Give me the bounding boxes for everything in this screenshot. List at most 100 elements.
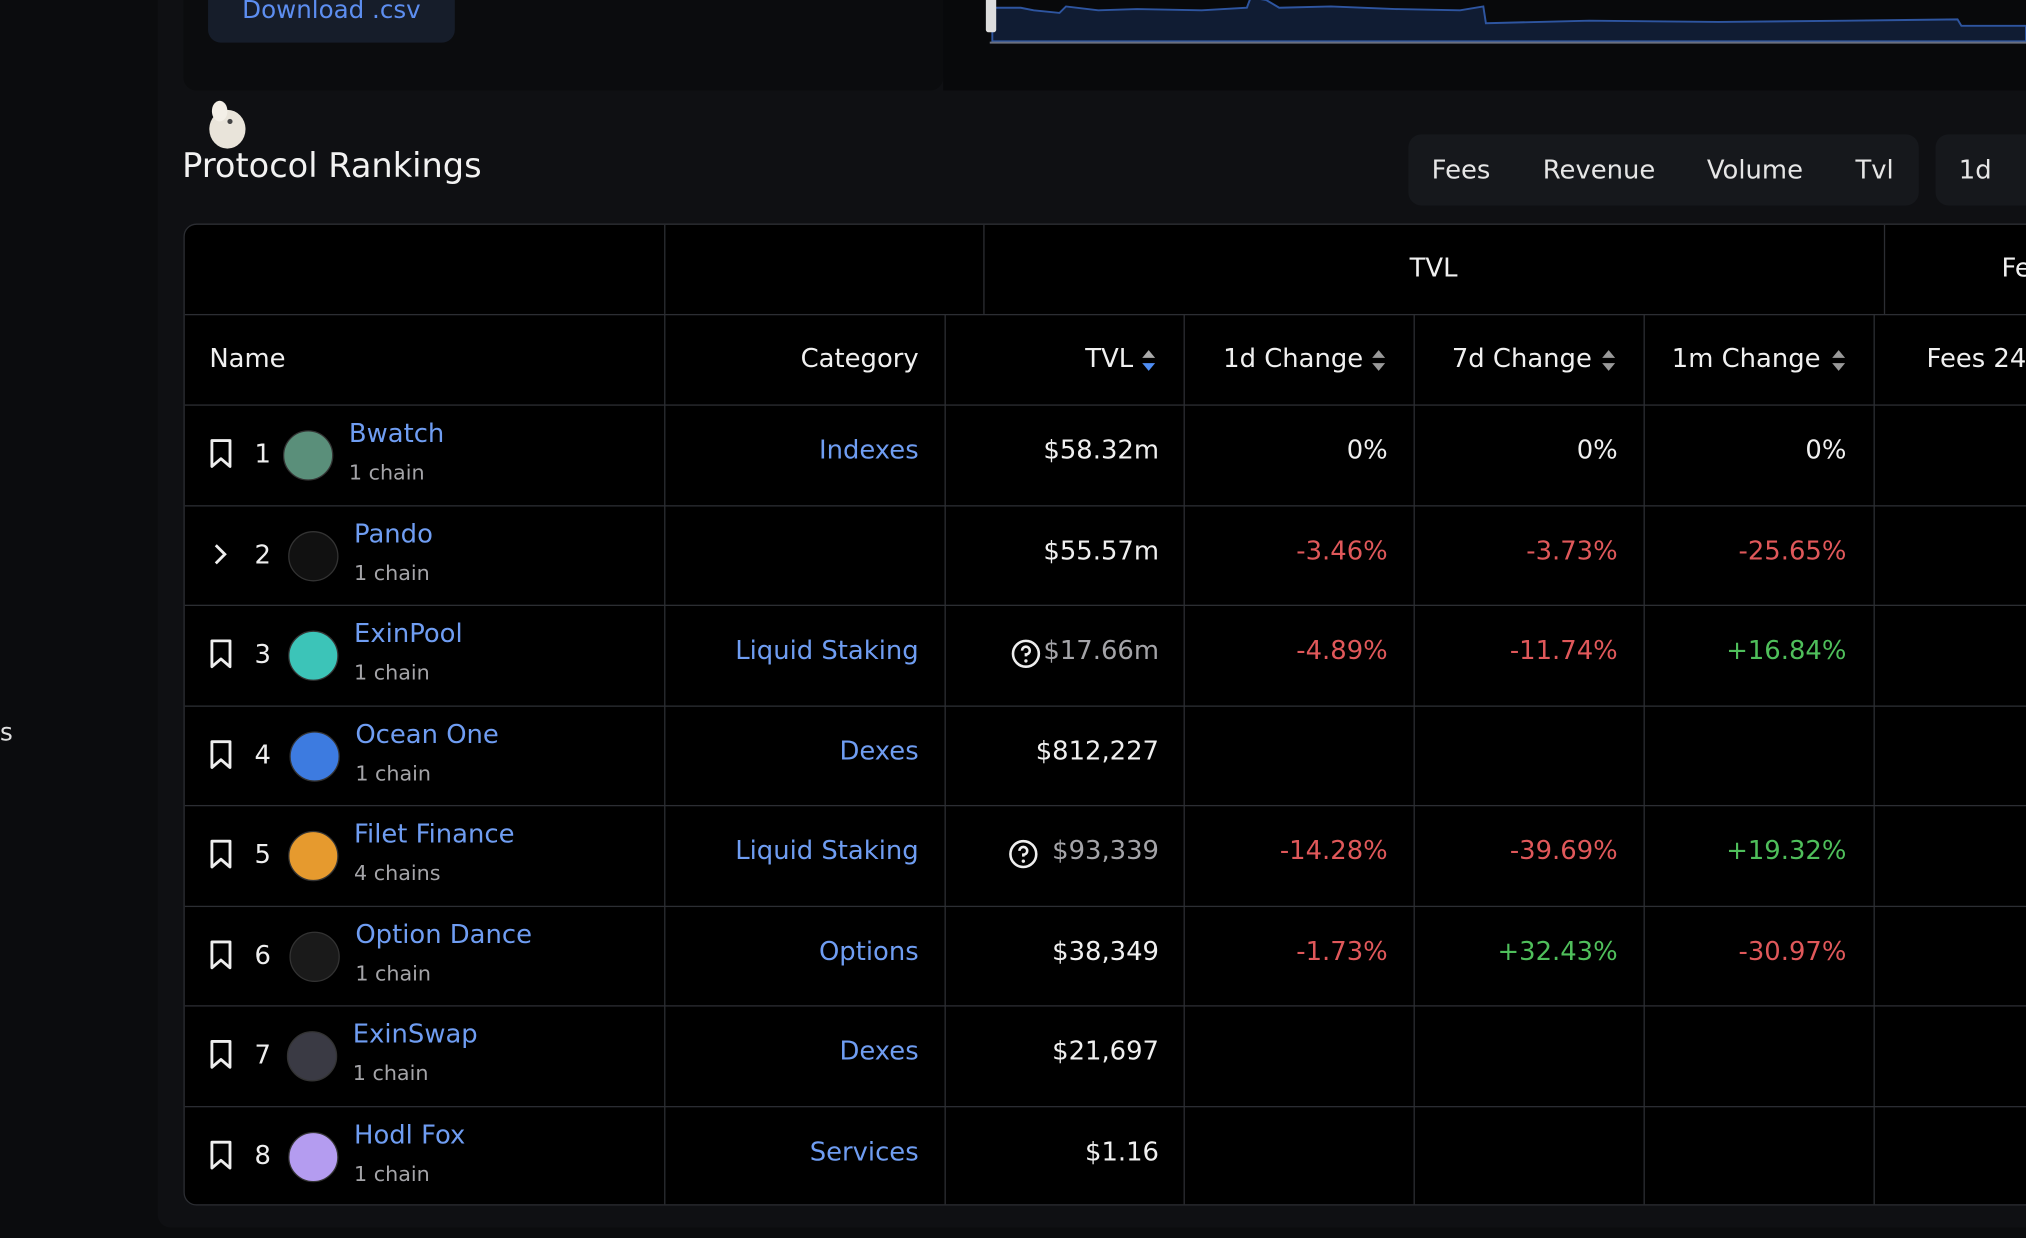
protocol-name[interactable]: Ocean One xyxy=(355,717,499,749)
tab[interactable]: Fees xyxy=(1431,153,1491,185)
rank: 5 xyxy=(254,838,271,870)
category[interactable]: Liquid Staking xyxy=(735,634,919,666)
expand-icon[interactable] xyxy=(208,538,234,569)
protocol-name[interactable]: Filet Finance xyxy=(354,817,515,849)
bookmark-icon[interactable] xyxy=(208,1139,234,1170)
tvl: $21,697 xyxy=(1052,1034,1160,1066)
category[interactable]: Indexes xyxy=(818,434,919,466)
divider xyxy=(1883,224,1886,314)
tab[interactable]: Tvl xyxy=(1855,153,1894,185)
category[interactable]: Options xyxy=(818,934,919,966)
tvl: $58.32m xyxy=(1043,434,1160,466)
tab[interactable]: 1d xyxy=(1958,153,1992,185)
bookmark-icon[interactable] xyxy=(208,1039,234,1070)
group-header: TVL xyxy=(1409,251,1458,283)
sort-icon[interactable] xyxy=(1831,349,1847,372)
column-header: Name xyxy=(209,342,286,374)
tab[interactable]: Volume xyxy=(1706,153,1803,185)
protocol-logo xyxy=(286,1031,338,1082)
sparkline xyxy=(985,0,2026,44)
rank: 6 xyxy=(254,938,271,970)
change: 0% xyxy=(1805,434,1847,466)
chart-area xyxy=(943,0,2026,91)
change: -30.97% xyxy=(1738,934,1847,966)
category[interactable]: Services xyxy=(809,1135,919,1167)
download-button[interactable]: Download .csv xyxy=(208,0,455,43)
rank: 4 xyxy=(254,738,271,770)
divider xyxy=(664,313,666,1205)
change: 0% xyxy=(1346,434,1388,466)
bookmark-icon[interactable] xyxy=(208,638,234,669)
divider xyxy=(1873,313,1875,1205)
change: +19.32% xyxy=(1726,834,1847,866)
info-icon[interactable] xyxy=(1010,638,1044,672)
info-icon[interactable] xyxy=(1008,839,1042,873)
rank: 1 xyxy=(254,438,271,470)
protocol-logo xyxy=(282,430,334,481)
change: +32.43% xyxy=(1497,934,1618,966)
column-header: Category xyxy=(800,342,919,374)
chain-count: 1 chain xyxy=(355,960,432,986)
chain-count: 1 chain xyxy=(352,1060,429,1086)
change: -39.69% xyxy=(1509,834,1618,866)
column-header[interactable]: 7d Change xyxy=(1451,342,1592,374)
tvl: $38,349 xyxy=(1052,934,1160,966)
protocol-name[interactable]: Option Dance xyxy=(355,918,533,950)
group-header: Fe xyxy=(2001,251,2026,283)
section-title: Protocol Rankings xyxy=(182,147,482,187)
column-header: Fees 24 xyxy=(1926,342,2026,374)
chain-count: 1 chain xyxy=(354,1160,430,1186)
change: -25.65% xyxy=(1738,534,1847,566)
bookmark-icon[interactable] xyxy=(208,839,234,870)
protocol-name[interactable]: Pando xyxy=(354,517,433,549)
bookmark-icon[interactable] xyxy=(208,438,234,469)
rank: 3 xyxy=(254,638,271,670)
chain-count: 1 chain xyxy=(354,560,430,585)
tab[interactable]: Revenue xyxy=(1542,153,1656,185)
tvl: $17.66m xyxy=(1043,634,1160,666)
protocol-name[interactable]: Bwatch xyxy=(348,417,445,449)
category[interactable]: Liquid Staking xyxy=(735,834,919,866)
column-header[interactable]: 1d Change xyxy=(1223,342,1364,374)
rank: 7 xyxy=(254,1038,271,1070)
column-header[interactable]: TVL xyxy=(1085,342,1134,374)
divider xyxy=(184,1005,2026,1007)
rank: 2 xyxy=(254,538,271,570)
column-header[interactable]: 1m Change xyxy=(1671,342,1821,374)
sidebar-text: s xyxy=(0,718,13,747)
change: -3.73% xyxy=(1526,534,1618,566)
change: -11.74% xyxy=(1509,634,1618,666)
protocol-name[interactable]: Hodl Fox xyxy=(354,1118,466,1150)
protocol-logo xyxy=(288,530,339,581)
divider xyxy=(184,313,2026,316)
change: +16.84% xyxy=(1726,634,1847,666)
protocol-name[interactable]: ExinPool xyxy=(354,617,463,649)
change: 0% xyxy=(1576,434,1618,466)
protocol-name[interactable]: ExinSwap xyxy=(352,1018,478,1050)
protocol-logo xyxy=(288,630,339,681)
sort-icon[interactable] xyxy=(1601,349,1617,372)
chain-count: 1 chain xyxy=(355,760,432,785)
divider xyxy=(1183,313,1185,1205)
category[interactable]: Dexes xyxy=(839,734,919,766)
metric-tabs: Fees Revenue Volume Tvl xyxy=(1408,134,1919,206)
change: -4.89% xyxy=(1296,634,1388,666)
rankings-table: TVL Fe Name Category TVL 1d Change 7d Change 1m… xyxy=(183,223,2026,1206)
sort-icon[interactable] xyxy=(1371,349,1387,372)
divider xyxy=(184,404,2026,406)
divider xyxy=(184,504,2026,506)
tvl: $1.16 xyxy=(1085,1135,1160,1167)
tvl: $93,339 xyxy=(1052,834,1160,866)
divider xyxy=(1413,313,1415,1205)
divider xyxy=(184,804,2026,807)
category[interactable]: Dexes xyxy=(839,1034,919,1066)
chain-count: 4 chains xyxy=(354,860,441,886)
divider xyxy=(983,224,985,314)
bookmark-icon[interactable] xyxy=(208,939,234,970)
divider xyxy=(184,704,2026,707)
change: -3.46% xyxy=(1296,534,1388,566)
sort-icon[interactable] xyxy=(1141,349,1157,372)
divider xyxy=(184,604,2026,606)
bookmark-icon[interactable] xyxy=(208,738,234,769)
